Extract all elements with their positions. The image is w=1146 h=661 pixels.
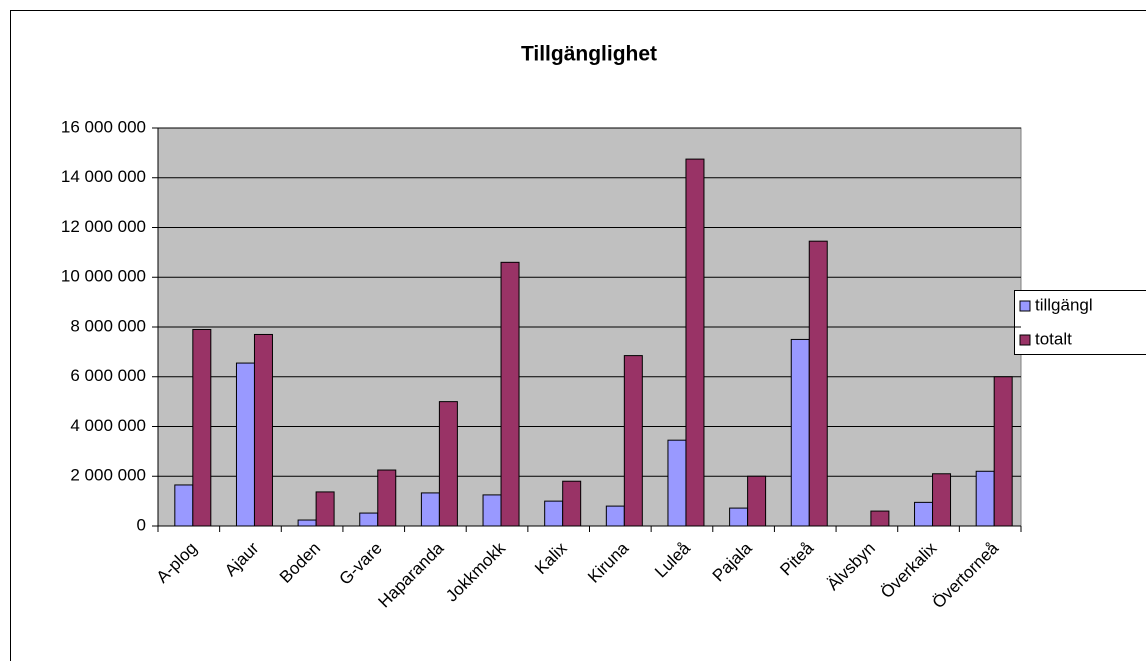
bar <box>808 240 828 527</box>
bar <box>605 505 625 527</box>
bar <box>174 484 194 527</box>
y-tick-label: 8 000 000 <box>70 316 146 335</box>
y-tick-label: 10 000 000 <box>61 267 146 286</box>
bar <box>932 473 952 527</box>
bar <box>315 491 335 527</box>
bar <box>562 480 582 527</box>
bar <box>623 355 643 527</box>
chart-title: Tillgänglighet <box>521 43 657 66</box>
bar <box>975 470 995 527</box>
legend-label: totalt <box>1035 329 1072 348</box>
y-tick-label: 16 000 000 <box>61 117 146 136</box>
legend-swatch <box>1019 300 1031 312</box>
y-tick-label: 4 000 000 <box>70 416 146 435</box>
bar <box>747 475 767 527</box>
bar <box>192 328 212 527</box>
bar <box>993 376 1013 527</box>
y-tick-label: 14 000 000 <box>61 167 146 186</box>
bar <box>297 519 317 527</box>
y-tick-label: 6 000 000 <box>70 366 146 385</box>
y-tick-label: 12 000 000 <box>61 217 146 236</box>
bar <box>870 510 890 527</box>
legend <box>1014 290 1146 355</box>
bar <box>482 494 502 527</box>
bar <box>685 158 705 527</box>
y-tick-label: 0 <box>137 515 146 534</box>
y-tick-label: 2 000 000 <box>70 466 146 485</box>
legend-label: tillgängl <box>1035 295 1093 314</box>
bar <box>377 469 397 527</box>
bar <box>790 338 810 527</box>
bar <box>914 501 934 527</box>
bar <box>438 401 458 527</box>
bar <box>544 500 564 527</box>
bar <box>359 512 379 527</box>
bar <box>253 333 273 527</box>
bar <box>500 261 520 527</box>
legend-swatch <box>1019 334 1031 346</box>
bar <box>667 439 687 527</box>
bar <box>729 507 749 527</box>
bar <box>420 492 440 527</box>
bar <box>235 362 255 527</box>
